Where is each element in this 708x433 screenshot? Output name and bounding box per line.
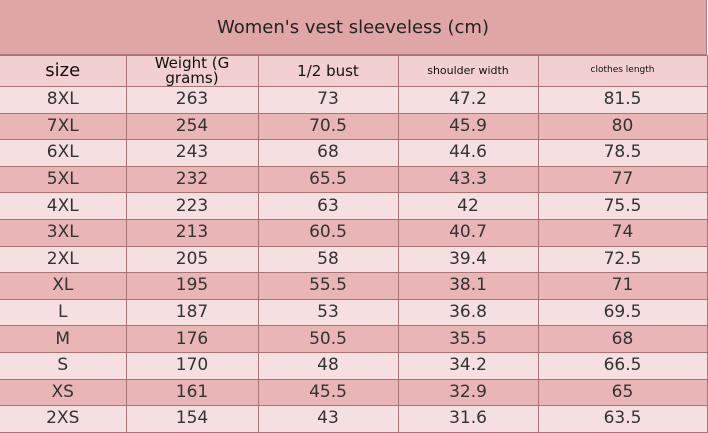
value-cell: 34.2 bbox=[397, 351, 539, 380]
table-row: 2XS 154 43 31.6 63.5 bbox=[0, 405, 708, 433]
value-cell: 73 bbox=[257, 86, 399, 114]
size-table: size Weight (G grams) 1/2 bust shoulder wid… bbox=[0, 55, 708, 433]
value-cell: 63.5 bbox=[537, 405, 708, 433]
table-row: L 187 53 36.8 69.5 bbox=[0, 298, 708, 327]
table-row: 8XL 263 73 47.2 81.5 bbox=[0, 86, 708, 114]
table-title: Women's vest sleeveless (cm) bbox=[0, 0, 707, 55]
value-cell: 263 bbox=[125, 86, 259, 114]
value-cell: 176 bbox=[125, 325, 259, 353]
value-cell: 45.5 bbox=[257, 378, 399, 407]
value-cell: 187 bbox=[125, 298, 259, 327]
value-cell: 161 bbox=[125, 378, 259, 407]
value-cell: 31.6 bbox=[397, 405, 539, 433]
value-cell: 69.5 bbox=[537, 298, 708, 327]
header-row: size Weight (G grams) 1/2 bust shoulder wid… bbox=[0, 55, 708, 87]
value-cell: 40.7 bbox=[397, 218, 539, 247]
value-cell: 254 bbox=[125, 112, 259, 141]
value-cell: 77 bbox=[537, 165, 708, 194]
table-row: 7XL 254 70.5 45.9 80 bbox=[0, 112, 708, 141]
value-cell: 44.6 bbox=[397, 139, 539, 167]
value-cell: 80 bbox=[537, 112, 708, 141]
value-cell: 243 bbox=[125, 139, 259, 167]
value-cell: 55.5 bbox=[257, 272, 399, 300]
value-cell: 58 bbox=[257, 245, 399, 274]
value-cell: 68 bbox=[537, 325, 708, 353]
value-cell: 70.5 bbox=[257, 112, 399, 141]
value-cell: 81.5 bbox=[537, 86, 708, 114]
value-cell: 74 bbox=[537, 218, 708, 247]
value-cell: 71 bbox=[537, 272, 708, 300]
table-row: XS 161 45.5 32.9 65 bbox=[0, 378, 708, 407]
value-cell: 68 bbox=[257, 139, 399, 167]
table-row: 2XL 205 58 39.4 72.5 bbox=[0, 245, 708, 274]
value-cell: 213 bbox=[125, 218, 259, 247]
table-body: size Weight (G grams) 1/2 bust shoulder wid… bbox=[0, 55, 708, 433]
header-cell: clothes length bbox=[537, 55, 708, 87]
value-cell: 35.5 bbox=[397, 325, 539, 353]
table-row: XL 195 55.5 38.1 71 bbox=[0, 272, 708, 300]
value-cell: 47.2 bbox=[397, 86, 539, 114]
size-cell: XS bbox=[0, 378, 127, 407]
header-cell: size bbox=[0, 55, 127, 87]
value-cell: 53 bbox=[257, 298, 399, 327]
value-cell: 75.5 bbox=[537, 192, 708, 220]
value-cell: 65.5 bbox=[257, 165, 399, 194]
value-cell: 48 bbox=[257, 351, 399, 380]
value-cell: 43 bbox=[257, 405, 399, 433]
size-cell: 7XL bbox=[0, 112, 127, 141]
value-cell: 154 bbox=[125, 405, 259, 433]
value-cell: 42 bbox=[397, 192, 539, 220]
header-cell: shoulder width bbox=[397, 55, 539, 87]
size-cell: L bbox=[0, 298, 127, 327]
value-cell: 195 bbox=[125, 272, 259, 300]
value-cell: 63 bbox=[257, 192, 399, 220]
size-cell: S bbox=[0, 351, 127, 380]
value-cell: 170 bbox=[125, 351, 259, 380]
table-row: M 176 50.5 35.5 68 bbox=[0, 325, 708, 353]
value-cell: 60.5 bbox=[257, 218, 399, 247]
table-row: 5XL 232 65.5 43.3 77 bbox=[0, 165, 708, 194]
size-cell: M bbox=[0, 325, 127, 353]
size-cell: 8XL bbox=[0, 86, 127, 114]
table-row: S 170 48 34.2 66.5 bbox=[0, 351, 708, 380]
value-cell: 66.5 bbox=[537, 351, 708, 380]
value-cell: 45.9 bbox=[397, 112, 539, 141]
size-cell: 5XL bbox=[0, 165, 127, 194]
value-cell: 205 bbox=[125, 245, 259, 274]
value-cell: 43.3 bbox=[397, 165, 539, 194]
value-cell: 39.4 bbox=[397, 245, 539, 274]
table-row: 6XL 243 68 44.6 78.5 bbox=[0, 139, 708, 167]
header-cell: Weight (G grams) bbox=[125, 55, 259, 87]
value-cell: 78.5 bbox=[537, 139, 708, 167]
value-cell: 32.9 bbox=[397, 378, 539, 407]
value-cell: 232 bbox=[125, 165, 259, 194]
value-cell: 65 bbox=[537, 378, 708, 407]
value-cell: 223 bbox=[125, 192, 259, 220]
size-cell: 2XS bbox=[0, 405, 127, 433]
table-row: 4XL 223 63 42 75.5 bbox=[0, 192, 708, 220]
value-cell: 38.1 bbox=[397, 272, 539, 300]
value-cell: 72.5 bbox=[537, 245, 708, 274]
value-cell: 50.5 bbox=[257, 325, 399, 353]
table-row: 3XL 213 60.5 40.7 74 bbox=[0, 218, 708, 247]
size-cell: 4XL bbox=[0, 192, 127, 220]
size-cell: XL bbox=[0, 272, 127, 300]
size-cell: 2XL bbox=[0, 245, 127, 274]
size-cell: 6XL bbox=[0, 139, 127, 167]
header-cell: 1/2 bust bbox=[257, 55, 399, 87]
size-cell: 3XL bbox=[0, 218, 127, 247]
value-cell: 36.8 bbox=[397, 298, 539, 327]
